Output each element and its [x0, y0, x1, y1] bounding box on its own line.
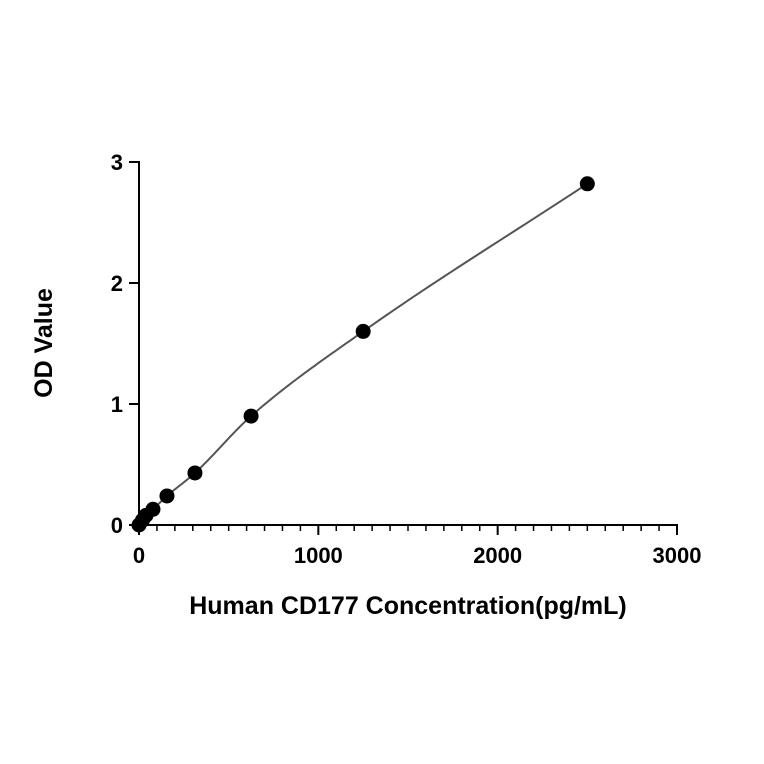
x-axis: 0 1000 2000 3000: [133, 524, 702, 568]
data-point: [355, 323, 371, 339]
y-tick-label: 0: [111, 513, 123, 538]
y-tick-label: 3: [111, 150, 123, 175]
y-tick-label: 1: [111, 392, 123, 417]
data-point: [159, 488, 175, 504]
x-axis-title: Human CD177 Concentration(pg/mL): [189, 592, 627, 620]
data-point: [145, 501, 161, 517]
data-point: [243, 408, 259, 424]
y-axis: 0 1 2 3: [111, 150, 140, 538]
fit-curve: [138, 182, 588, 526]
x-tick-label: 2000: [473, 543, 522, 568]
data-points: [131, 176, 595, 533]
x-tick-label: 0: [133, 543, 145, 568]
data-point: [579, 176, 595, 192]
data-point: [187, 465, 203, 481]
y-axis-title: OD Value: [30, 288, 58, 398]
x-tick-label: 3000: [653, 543, 702, 568]
y-tick-label: 2: [111, 271, 123, 296]
x-tick-label: 1000: [294, 543, 343, 568]
